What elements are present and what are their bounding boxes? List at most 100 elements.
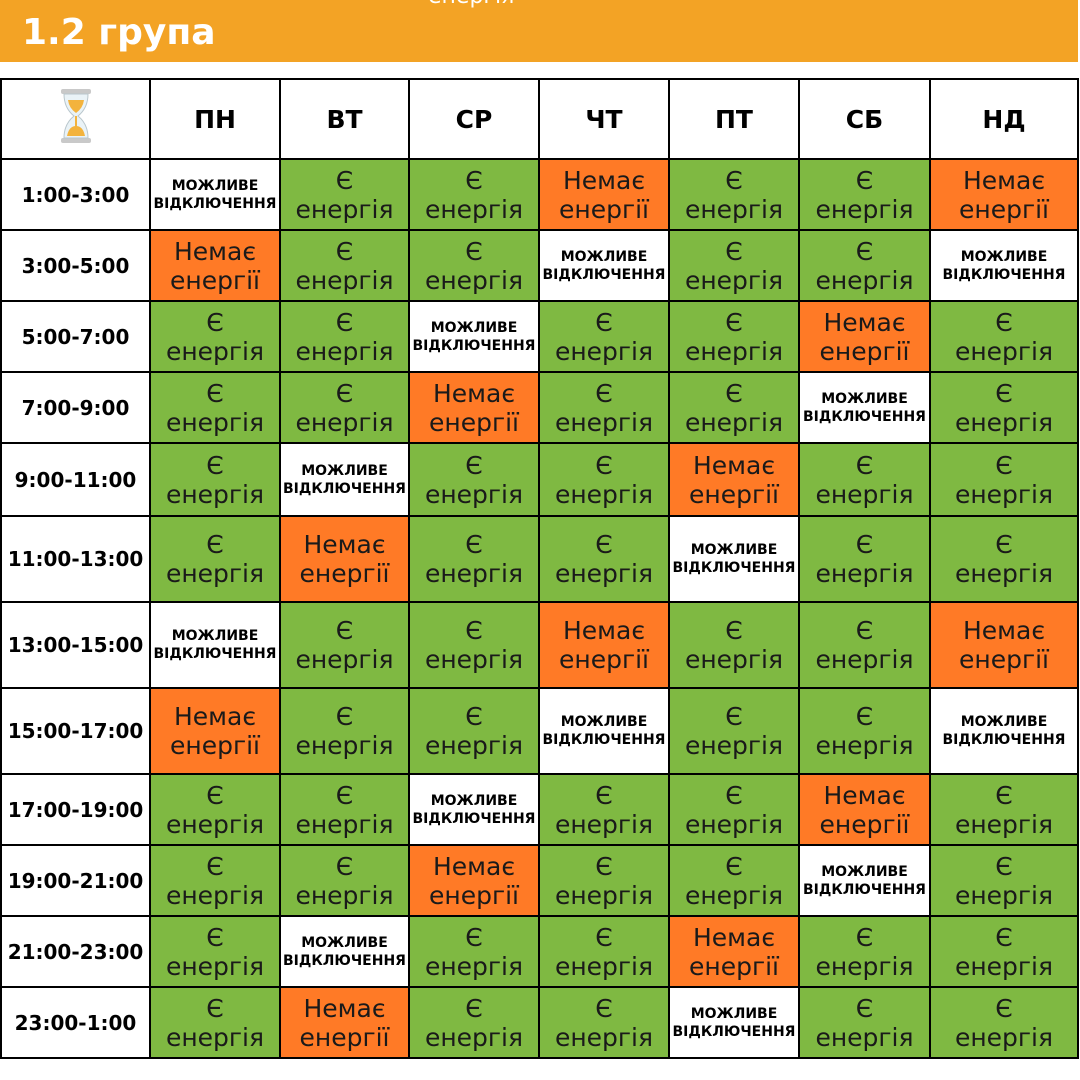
time-slot: 9:00-11:00	[0, 442, 151, 517]
status-label: МОЖЛИВЕ ВІДКЛЮЧЕННЯ	[803, 390, 926, 425]
status-label: МОЖЛИВЕ ВІДКЛЮЧЕННЯ	[153, 628, 277, 662]
status-cell-off: Немає енергії	[149, 229, 281, 302]
status-cell-on: Є енергія	[408, 687, 540, 775]
schedule-row: 13:00-15:00 МОЖЛИВЕ ВІДКЛЮЧЕННЯ Є енергія Є…	[0, 601, 1079, 689]
status-label: Є енергія	[165, 922, 265, 981]
status-cell-on: Є енергія	[798, 687, 931, 775]
status-label: Є енергія	[295, 851, 394, 910]
status-label: МОЖЛИВЕ ВІДКЛЮЧЕННЯ	[672, 1005, 796, 1040]
status-cell-on: Є енергія	[538, 300, 670, 373]
status-cell-on: Є енергія	[798, 515, 931, 603]
schedule-row: 7:00-9:00 Є енергія Є енергія Немає енергії…	[0, 371, 1079, 444]
schedule-row: 17:00-19:00 Є енергія Є енергія МОЖЛИВЕ ВІД…	[0, 773, 1079, 846]
status-label: МОЖЛИВЕ ВІДКЛЮЧЕННЯ	[283, 934, 406, 969]
status-cell-on: Є енергія	[279, 773, 410, 846]
status-cell-on: Є енергія	[149, 442, 281, 517]
status-label: Є енергія	[954, 851, 1054, 910]
status-label: Є енергія	[165, 851, 265, 910]
status-cell-maybe: МОЖЛИВЕ ВІДКЛЮЧЕННЯ	[798, 371, 931, 444]
status-label: МОЖЛИВЕ ВІДКЛЮЧЕННЯ	[803, 863, 926, 898]
status-label: МОЖЛИВЕ ВІДКЛЮЧЕННЯ	[153, 177, 277, 212]
header-row: ПН ВТ СР ЧТ ПТ СБ НД	[0, 78, 1079, 160]
time-slot: 1:00-3:00	[0, 158, 151, 231]
status-label: Немає енергії	[169, 702, 260, 760]
time-slot: 5:00-7:00	[0, 300, 151, 373]
schedule-row: 3:00-5:00 Немає енергії Є енергія Є енергія…	[0, 229, 1079, 302]
status-label: Є енергія	[815, 236, 914, 295]
status-cell-on: Є енергія	[929, 371, 1079, 444]
status-label: Є енергія	[554, 780, 654, 839]
status-label: Є енергія	[424, 236, 524, 295]
status-label: Немає енергії	[819, 307, 910, 366]
status-cell-on: Є енергія	[149, 515, 281, 603]
status-label: Є енергія	[165, 993, 265, 1052]
status-label: Є енергія	[815, 616, 914, 674]
status-cell-off: Немає енергії	[798, 773, 931, 846]
status-label: Є енергія	[165, 307, 265, 366]
status-cell-on: Є енергія	[538, 986, 670, 1059]
status-label: Є енергія	[554, 993, 654, 1052]
status-label: Є енергія	[684, 236, 784, 295]
status-label: Немає енергії	[558, 616, 649, 674]
status-cell-on: Є енергія	[408, 229, 540, 302]
status-cell-on: Є енергія	[279, 229, 410, 302]
status-cell-on: Є енергія	[279, 300, 410, 373]
status-label: Є енергія	[554, 922, 654, 981]
status-label: Є енергія	[954, 450, 1054, 509]
status-cell-on: Є енергія	[279, 601, 410, 689]
status-label: Є енергія	[684, 307, 784, 366]
day-header: СР	[408, 78, 540, 160]
status-label: МОЖЛИВЕ ВІДКЛЮЧЕННЯ	[412, 319, 536, 354]
status-label: Є енергія	[165, 780, 265, 839]
status-label: МОЖЛИВЕ ВІДКЛЮЧЕННЯ	[283, 462, 406, 497]
status-cell-on: Є енергія	[798, 601, 931, 689]
status-label: МОЖЛИВЕ ВІДКЛЮЧЕННЯ	[542, 714, 666, 748]
status-cell-off: Немає енергії	[408, 371, 540, 444]
status-cell-on: Є енергія	[538, 844, 670, 917]
status-cell-maybe: МОЖЛИВЕ ВІДКЛЮЧЕННЯ	[929, 229, 1079, 302]
status-cell-on: Є енергія	[798, 229, 931, 302]
schedule-row: 1:00-3:00 МОЖЛИВЕ ВІДКЛЮЧЕННЯ Є енергія Є е…	[0, 158, 1079, 231]
status-label: Є енергія	[295, 780, 394, 839]
status-cell-on: Є енергія	[408, 601, 540, 689]
status-label: Є енергія	[424, 702, 524, 760]
banner-cut-text: енергія	[428, 0, 514, 9]
status-cell-on: Є енергія	[668, 158, 800, 231]
status-label: Немає енергії	[169, 236, 260, 295]
status-label: Є енергія	[684, 851, 784, 910]
status-label: Є енергія	[954, 378, 1054, 437]
status-label: Є енергія	[815, 450, 914, 509]
status-label: Є енергія	[295, 236, 394, 295]
time-slot: 15:00-17:00	[0, 687, 151, 775]
status-label: Є енергія	[815, 165, 914, 224]
status-cell-maybe: МОЖЛИВЕ ВІДКЛЮЧЕННЯ	[408, 300, 540, 373]
status-cell-off: Немає енергії	[279, 986, 410, 1059]
status-cell-maybe: МОЖЛИВЕ ВІДКЛЮЧЕННЯ	[798, 844, 931, 917]
status-label: МОЖЛИВЕ ВІДКЛЮЧЕННЯ	[412, 792, 536, 827]
status-label: Немає енергії	[428, 378, 519, 437]
status-label: Є енергія	[295, 307, 394, 366]
status-cell-on: Є енергія	[929, 915, 1079, 988]
status-cell-off: Немає енергії	[538, 158, 670, 231]
time-slot: 13:00-15:00	[0, 601, 151, 689]
status-cell-off: Немає енергії	[929, 601, 1079, 689]
day-header: ВТ	[279, 78, 410, 160]
status-label: Є енергія	[554, 378, 654, 437]
status-cell-on: Є енергія	[149, 773, 281, 846]
day-header: ЧТ	[538, 78, 670, 160]
status-label: Є енергія	[554, 450, 654, 509]
status-cell-maybe: МОЖЛИВЕ ВІДКЛЮЧЕННЯ	[538, 687, 670, 775]
status-label: Є енергія	[295, 378, 394, 437]
status-cell-on: Є енергія	[929, 300, 1079, 373]
status-cell-on: Є енергія	[538, 371, 670, 444]
status-label: Є енергія	[954, 307, 1054, 366]
status-label: Немає енергії	[299, 993, 390, 1052]
status-cell-on: Є енергія	[668, 844, 800, 917]
status-label: Є енергія	[165, 530, 265, 588]
status-cell-maybe: МОЖЛИВЕ ВІДКЛЮЧЕННЯ	[408, 773, 540, 846]
status-cell-maybe: МОЖЛИВЕ ВІДКЛЮЧЕННЯ	[538, 229, 670, 302]
time-slot: 11:00-13:00	[0, 515, 151, 603]
corner-cell	[0, 78, 151, 160]
status-cell-on: Є енергія	[408, 442, 540, 517]
status-cell-on: Є енергія	[668, 687, 800, 775]
